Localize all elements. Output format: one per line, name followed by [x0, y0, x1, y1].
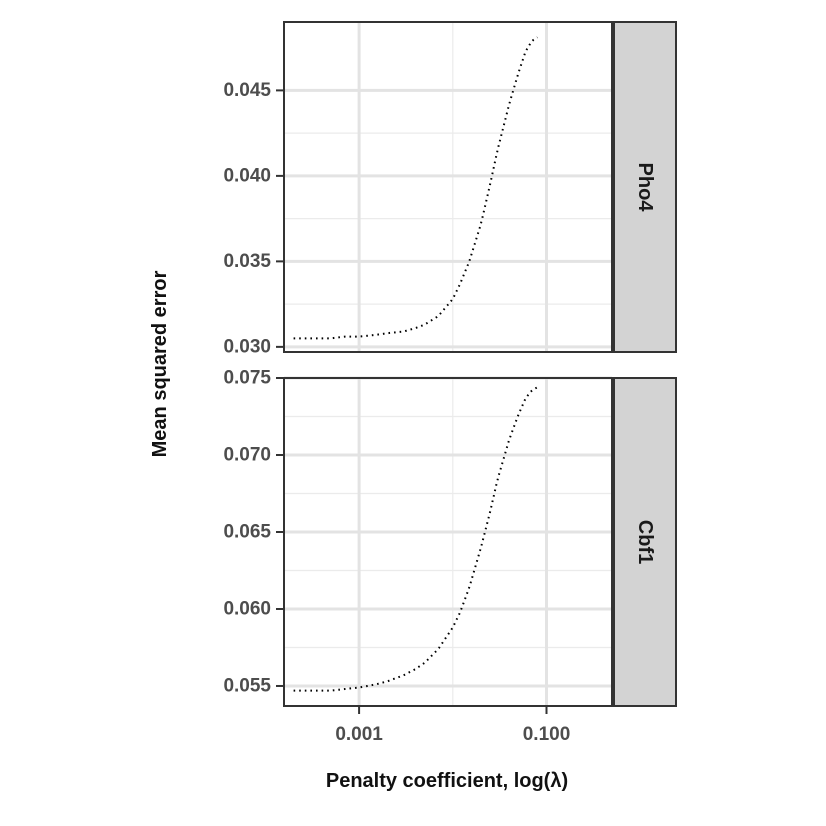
y-tick-label: 0.055 [223, 675, 271, 696]
plot-background [284, 378, 612, 706]
y-tick-label: 0.060 [223, 598, 271, 619]
strip-label: Pho4 [634, 163, 656, 213]
strip-background [613, 21, 677, 353]
x-tick-label: 0.001 [335, 724, 383, 745]
y-tick-label: 0.045 [223, 80, 271, 101]
panel-cbf1: Cbf1 0.055 0.060 0.065 0.070 0.075 [223, 368, 677, 707]
series-line [293, 386, 538, 692]
y-tick-label: 0.030 [223, 336, 271, 357]
x-axis-title: Penalty coefficient, log(λ) [326, 770, 568, 792]
panel-pho4: Pho4 0.030 0.035 0.040 0.045 [223, 21, 677, 357]
plot-background [284, 22, 612, 352]
y-tick-label: 0.075 [223, 368, 271, 389]
x-tick-label: 0.100 [523, 724, 571, 745]
y-axis-title: Mean squared error [149, 270, 171, 457]
strip-label: Cbf1 [634, 520, 656, 564]
panel-border [283, 377, 613, 707]
panel-border [283, 21, 613, 353]
strip-background [613, 377, 677, 707]
y-tick-label: 0.035 [223, 251, 271, 272]
y-tick-label: 0.070 [223, 444, 271, 465]
y-tick-label: 0.065 [223, 521, 271, 542]
x-axis: 0.001 0.100 [335, 706, 570, 745]
series-line [293, 36, 538, 340]
y-tick-label: 0.040 [223, 165, 271, 186]
